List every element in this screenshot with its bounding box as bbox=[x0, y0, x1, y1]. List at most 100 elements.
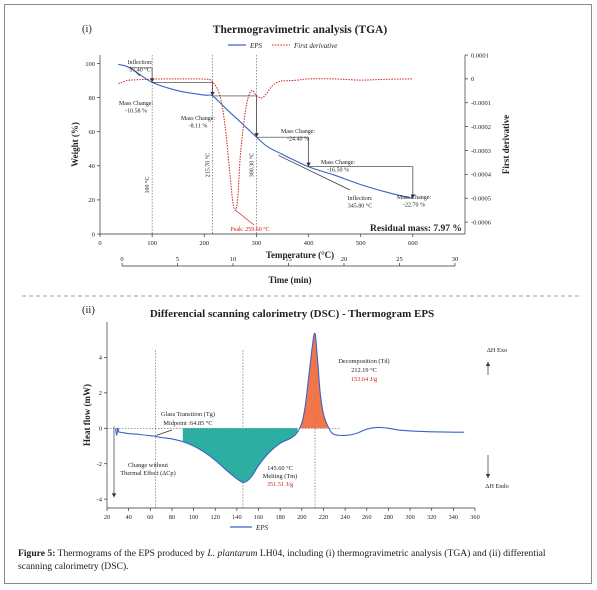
dsc-y-tick-label: 4 bbox=[99, 355, 103, 362]
dsc-panel-label: (ii) bbox=[82, 305, 95, 316]
dsc-x-tick-label: 280 bbox=[384, 514, 393, 521]
tga-step-arrow-head bbox=[410, 194, 416, 199]
tga-y2-axis-title: First derivative bbox=[501, 115, 511, 174]
dsc-annot-dcp-line-1: Thermal Effect (ΔCp) bbox=[120, 470, 175, 477]
dsc-x-tick-label: 300 bbox=[405, 514, 414, 521]
tga-derivative-line bbox=[118, 78, 413, 211]
dsc-x-tick-label: 360 bbox=[470, 514, 479, 521]
tga-title: Thermogravimetric analysis (TGA) bbox=[213, 24, 388, 36]
figure-caption: Figure 5: Thermograms of the EPS produce… bbox=[18, 547, 578, 573]
dsc-annot-decomposition-line-1: 212.19 °C bbox=[351, 367, 377, 374]
tga-time-tick-label: 30 bbox=[452, 256, 459, 263]
tga-x-tick-label: 100 bbox=[147, 240, 157, 247]
dsc-x-tick-label: 180 bbox=[275, 514, 284, 521]
dsc-dcp-arrow-head bbox=[111, 493, 117, 498]
tga-annot-inflection-1-line-0: Inflection: bbox=[128, 59, 153, 66]
tga-y-tick-label: 0 bbox=[92, 231, 95, 238]
tga-y2-tick-label: -0.0006 bbox=[471, 219, 492, 226]
dsc-y-tick-label: -4 bbox=[97, 496, 103, 503]
tga-x-tick-label: 300 bbox=[252, 240, 262, 247]
tga-vline-label: 100 °C bbox=[144, 177, 151, 194]
tga-step-arrow-head bbox=[254, 133, 259, 138]
caption-text-before: Thermograms of the EPS produced by bbox=[55, 548, 208, 559]
figure-frame bbox=[4, 4, 592, 584]
dsc-x-tick-label: 120 bbox=[211, 514, 220, 521]
tga-y-axis-title: Weight (%) bbox=[70, 122, 80, 167]
dsc-y-tick-label: 0 bbox=[99, 426, 102, 433]
tga-annot-inflection-2-line-0: Inflection: bbox=[348, 195, 373, 202]
tga-legend-eps-label: EPS bbox=[249, 42, 263, 50]
tga-x-axis-title: Temperature (°C) bbox=[266, 250, 334, 260]
tga-annot-leader bbox=[235, 209, 255, 226]
tga-annot-leader bbox=[278, 155, 351, 191]
caption-species: L. plantarum bbox=[207, 548, 258, 559]
tga-time-tick-label: 20 bbox=[341, 256, 348, 263]
dsc-x-tick-label: 340 bbox=[449, 514, 458, 521]
tga-annot-mass-change-2-line-1: -8.11 % bbox=[189, 124, 208, 130]
tga-y2-tick-label: -0.0003 bbox=[471, 148, 491, 155]
tga-legend-deriv-label: First derivative bbox=[293, 42, 337, 50]
dsc-annot-endo: ΔH Endo bbox=[485, 483, 508, 490]
dsc-annot-glass-line-0: Glass Transition (Tg) bbox=[161, 411, 215, 418]
tga-annot-mass-change-4-line-0: Mass Change: bbox=[321, 160, 355, 166]
dsc-melting-area bbox=[182, 428, 298, 483]
dsc-annot-dcp-line-0: Change without bbox=[128, 462, 168, 469]
dsc-x-tick-label: 240 bbox=[340, 514, 349, 521]
dsc-annot-melting-line-0: 145.60 °C bbox=[267, 465, 293, 472]
tga-vline-label: 300.30 °C bbox=[249, 153, 256, 177]
dsc-x-tick-label: 20 bbox=[104, 514, 110, 521]
dsc-x-tick-label: 320 bbox=[427, 514, 436, 521]
tga-annot-leader bbox=[129, 66, 141, 77]
tga-y2-tick-label: 0 bbox=[471, 76, 474, 83]
tga-step-arrow-head bbox=[149, 78, 155, 83]
tga-annot-inflection-1-line-1: 57.40 °C bbox=[129, 67, 150, 74]
tga-step-arrow-head bbox=[210, 91, 215, 96]
dsc-legend-label: EPS bbox=[255, 524, 269, 532]
tga-time-tick-label: 15 bbox=[285, 256, 292, 263]
tga-annot-mass-change-5-line-1: -22.70 % bbox=[403, 203, 425, 209]
tga-annot-mass-change-2-line-0: Mass Change: bbox=[181, 116, 215, 122]
dsc-annot-melting-line-2: 351.51 J/g bbox=[267, 481, 294, 488]
caption-label: Figure 5: bbox=[18, 548, 56, 559]
tga-y2-tick-label: -0.0002 bbox=[471, 124, 491, 131]
tga-y-tick-label: 60 bbox=[89, 129, 96, 136]
tga-y-tick-label: 20 bbox=[89, 197, 96, 204]
tga-x-tick-label: 400 bbox=[304, 240, 314, 247]
tga-annot-mass-change-3-line-1: -24.40 % bbox=[287, 137, 309, 143]
tga-vline-label: 215.70 °C bbox=[204, 153, 211, 177]
dsc-x-tick-label: 260 bbox=[362, 514, 371, 521]
tga-y2-tick-label: -0.0004 bbox=[471, 172, 492, 179]
dsc-annot-melting-line-1: Melting (Tm) bbox=[263, 473, 297, 480]
tga-x-tick-label: 600 bbox=[408, 240, 418, 247]
dsc-title: Differencial scanning calorimetry (DSC) … bbox=[150, 308, 434, 320]
dsc-annot-leader bbox=[156, 429, 173, 436]
tga-x-tick-label: 200 bbox=[199, 240, 209, 247]
tga-time-tick-label: 0 bbox=[120, 256, 123, 263]
tga-x-tick-label: 0 bbox=[98, 240, 101, 247]
dsc-x-tick-label: 100 bbox=[189, 514, 198, 521]
dsc-annot-decomposition-line-0: Decomposition (Td) bbox=[338, 358, 389, 365]
dsc-y-tick-label: -2 bbox=[97, 461, 102, 468]
tga-y-tick-label: 100 bbox=[85, 61, 95, 68]
tga-time-axis-title: Time (min) bbox=[268, 275, 311, 285]
tga-step-arrow-head bbox=[306, 162, 311, 167]
dsc-x-tick-label: 220 bbox=[319, 514, 328, 521]
dsc-decomposition-area bbox=[299, 333, 328, 429]
dsc-eps-line bbox=[115, 332, 465, 483]
tga-annot-mass-change-1-line-0: Mass Change: bbox=[119, 101, 153, 107]
dsc-x-tick-label: 40 bbox=[125, 514, 131, 521]
tga-time-tick-label: 10 bbox=[230, 256, 237, 263]
dsc-x-tick-label: 60 bbox=[147, 514, 153, 521]
tga-annot-inflection-2-line-1: 345.80 °C bbox=[348, 203, 372, 210]
tga-y2-tick-label: 0.0001 bbox=[471, 52, 489, 59]
tga-y2-tick-label: -0.0005 bbox=[471, 196, 491, 203]
dsc-x-tick-label: 200 bbox=[297, 514, 306, 521]
tga-panel-label: (i) bbox=[82, 24, 92, 35]
tga-eps-line bbox=[118, 63, 414, 200]
caption-text-after: LH04, including (i) thermogravimetric an… bbox=[18, 548, 546, 572]
tga-annot-mass-change-4-line-1: -16.50 % bbox=[327, 168, 349, 174]
tga-y-tick-label: 80 bbox=[89, 95, 96, 102]
dsc-x-tick-label: 80 bbox=[169, 514, 175, 521]
tga-annot-mass-change-3-line-0: Mass Change: bbox=[281, 129, 315, 135]
